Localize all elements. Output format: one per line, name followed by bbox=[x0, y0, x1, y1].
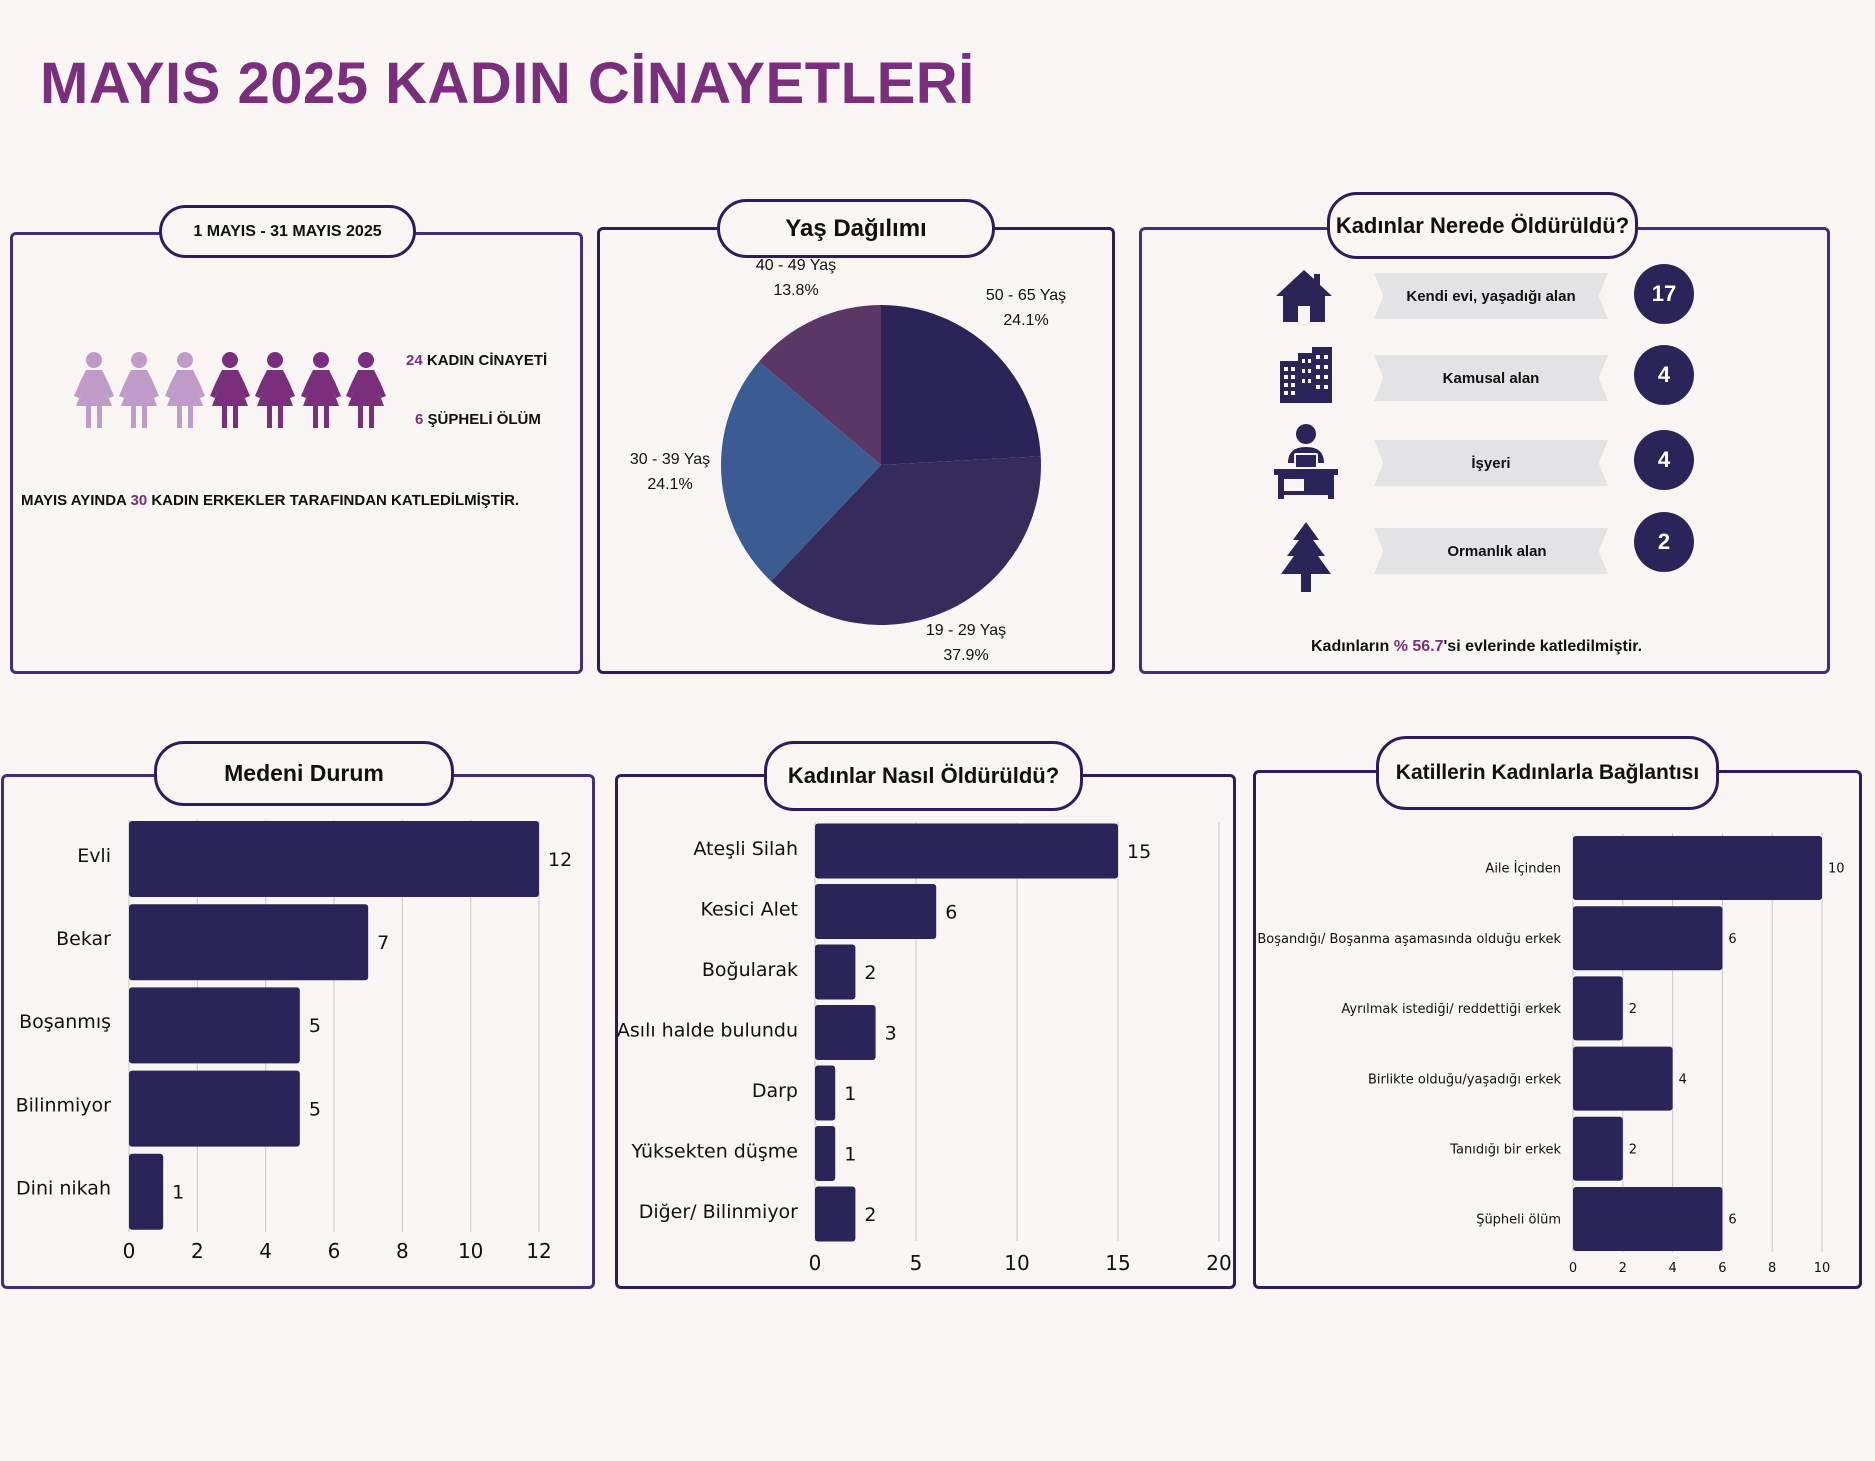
woman-figure-icon bbox=[345, 352, 386, 428]
location-label: Kamusal alan bbox=[1442, 369, 1540, 387]
total-count: 30 bbox=[130, 492, 148, 509]
location-count: 2 bbox=[1657, 529, 1671, 554]
buildings-icon bbox=[1278, 347, 1334, 408]
location-count-badge: 2 bbox=[1634, 512, 1694, 572]
woman-figure-icon bbox=[209, 352, 250, 428]
location-count: 4 bbox=[1657, 447, 1671, 472]
location-banner: Kendi evi, yaşadığı alan bbox=[1374, 273, 1608, 319]
total-suffix: KADIN ERKEKLER TARAFINDAN KATLEDİLMİŞTİR… bbox=[151, 492, 520, 509]
location-count-badge: 17 bbox=[1634, 264, 1694, 324]
suspicious-count: 6 bbox=[415, 411, 424, 428]
location-banner: Ormanlık alan bbox=[1374, 528, 1608, 574]
relation-chart-title: Katillerin Kadınlarla Bağlantısı bbox=[1395, 761, 1700, 784]
method-chart-title: Kadınlar Nasıl Öldürüldü? bbox=[787, 763, 1060, 788]
page-title: MAYIS 2025 KADIN CİNAYETLERİ bbox=[40, 51, 975, 116]
location-banner: İşyeri bbox=[1374, 440, 1608, 486]
date-range: 1 MAYIS - 31 MAYIS 2025 bbox=[193, 222, 382, 240]
woman-figure-icon bbox=[74, 352, 114, 428]
woman-figure-icon bbox=[119, 352, 160, 428]
method-title-pill: Kadınlar Nasıl Öldürüldü? bbox=[764, 741, 1083, 811]
woman-figure-icon bbox=[164, 352, 205, 428]
femicide-label: KADIN CİNAYETİ bbox=[426, 352, 548, 369]
woman-figure-icon bbox=[255, 352, 296, 428]
house-icon bbox=[1274, 268, 1334, 329]
marital-title-pill: Medeni Durum bbox=[154, 741, 454, 806]
suspicious-label: ŞÜPHELİ ÖLÜM bbox=[427, 411, 541, 428]
method-panel bbox=[615, 774, 1236, 1289]
location-footer: Kadınların % 56.7'si evlerinde katledilm… bbox=[1311, 638, 1642, 656]
relation-panel bbox=[1253, 770, 1862, 1289]
location-count: 17 bbox=[1651, 281, 1677, 306]
woman-figure-icon bbox=[300, 352, 341, 428]
location-title-pill: Kadınlar Nerede Öldürüldü? bbox=[1327, 192, 1638, 259]
relation-title-pill: Katillerin Kadınlarla Bağlantısı bbox=[1376, 736, 1719, 810]
marital-chart-title: Medeni Durum bbox=[224, 760, 384, 786]
location-label: İşyeri bbox=[1471, 454, 1511, 472]
location-footer-suffix: 'si evlerinde katledilmiştir. bbox=[1443, 638, 1643, 655]
age-panel bbox=[597, 227, 1115, 674]
location-count: 4 bbox=[1657, 362, 1671, 387]
location-label: Kendi evi, yaşadığı alan bbox=[1406, 287, 1576, 305]
suspicious-stat: 6 ŞÜPHELİ ÖLÜM bbox=[415, 411, 541, 428]
location-footer-prefix: Kadınların bbox=[1311, 638, 1390, 655]
location-count-badge: 4 bbox=[1634, 345, 1694, 405]
figures-row bbox=[72, 350, 392, 430]
summary-panel bbox=[10, 232, 583, 674]
office-worker-icon bbox=[1274, 423, 1338, 504]
tree-icon bbox=[1279, 522, 1333, 597]
age-title-pill: Yaş Dağılımı bbox=[717, 199, 995, 258]
location-title: Kadınlar Nerede Öldürüldü? bbox=[1335, 212, 1630, 238]
marital-panel bbox=[1, 774, 595, 1289]
total-statement: MAYIS AYINDA 30 KADIN ERKEKLER TARAFINDA… bbox=[21, 492, 519, 509]
total-prefix: MAYIS AYINDA bbox=[21, 492, 127, 509]
femicide-stat: 24 KADIN CİNAYETİ bbox=[406, 352, 547, 369]
location-count-badge: 4 bbox=[1634, 430, 1694, 490]
location-footer-pct: % 56.7 bbox=[1393, 638, 1444, 655]
age-chart-title: Yaş Dağılımı bbox=[785, 214, 927, 242]
date-range-pill: 1 MAYIS - 31 MAYIS 2025 bbox=[159, 205, 416, 258]
femicide-count: 24 bbox=[406, 352, 423, 369]
location-banner: Kamusal alan bbox=[1374, 355, 1608, 401]
location-label: Ormanlık alan bbox=[1447, 542, 1547, 560]
